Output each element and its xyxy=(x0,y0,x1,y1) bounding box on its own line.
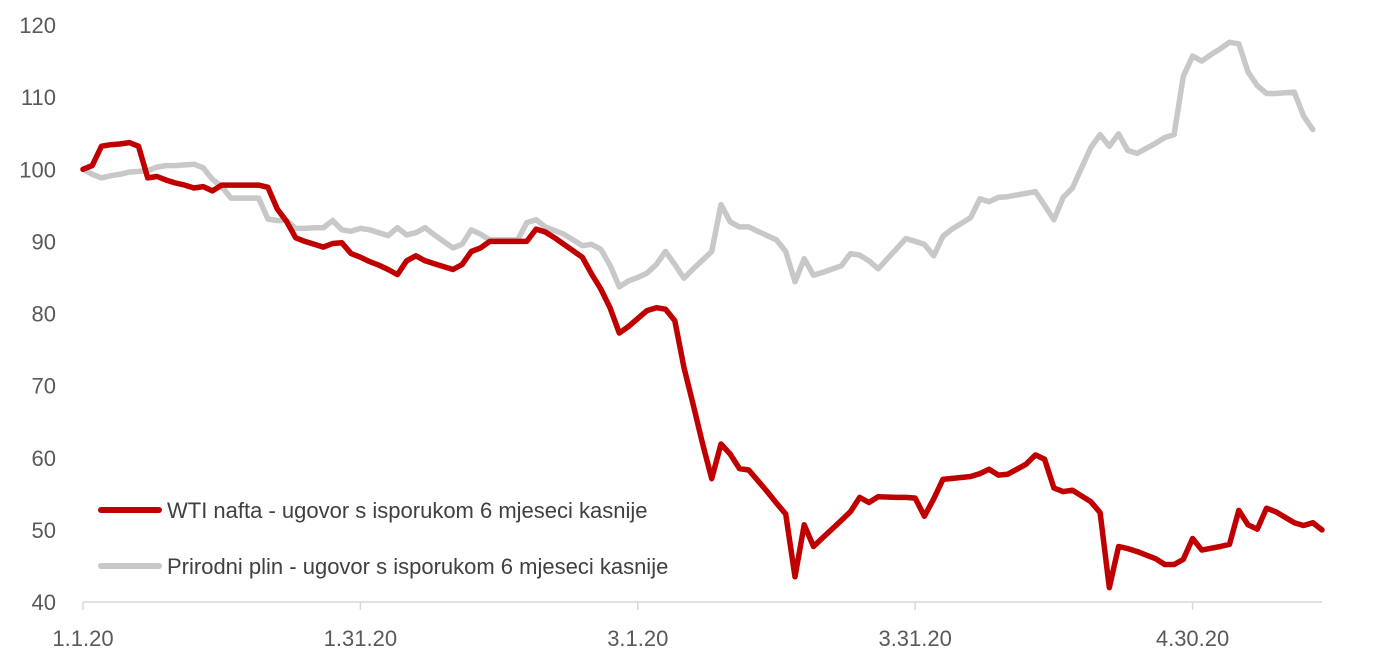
x-tick-label: 1.1.20 xyxy=(52,626,113,651)
y-tick-label: 120 xyxy=(19,13,56,38)
y-tick-label: 110 xyxy=(21,85,56,110)
x-tick-label: 4.30.20 xyxy=(1156,626,1229,651)
y-tick-label: 90 xyxy=(32,229,56,254)
y-tick-label: 70 xyxy=(32,374,56,399)
y-tick-label: 80 xyxy=(32,302,56,327)
y-tick-label: 40 xyxy=(32,590,56,615)
x-axis: 1.1.20 1.31.20 3.1.20 3.31.20 4.30.20 xyxy=(52,601,1322,651)
series-line-1 xyxy=(80,139,1325,591)
y-tick-label: 100 xyxy=(19,157,56,182)
x-tick-label: 3.1.20 xyxy=(607,626,668,651)
legend-label-1: WTI nafta - ugovor s isporukom 6 mjeseci… xyxy=(167,498,648,523)
y-tick-label: 60 xyxy=(32,446,56,471)
y-tick-label: 50 xyxy=(32,518,56,543)
x-tick-label: 3.31.20 xyxy=(878,626,951,651)
y-axis: 40 50 60 70 80 90 100 110 120 xyxy=(19,13,56,615)
legend-label-2: Prirodni plin - ugovor s isporukom 6 mje… xyxy=(167,554,668,579)
series-layer xyxy=(80,39,1325,591)
legend: WTI nafta - ugovor s isporukom 6 mjeseci… xyxy=(98,498,668,579)
x-tick-label: 1.31.20 xyxy=(324,626,397,651)
series-line-2 xyxy=(80,39,1316,290)
